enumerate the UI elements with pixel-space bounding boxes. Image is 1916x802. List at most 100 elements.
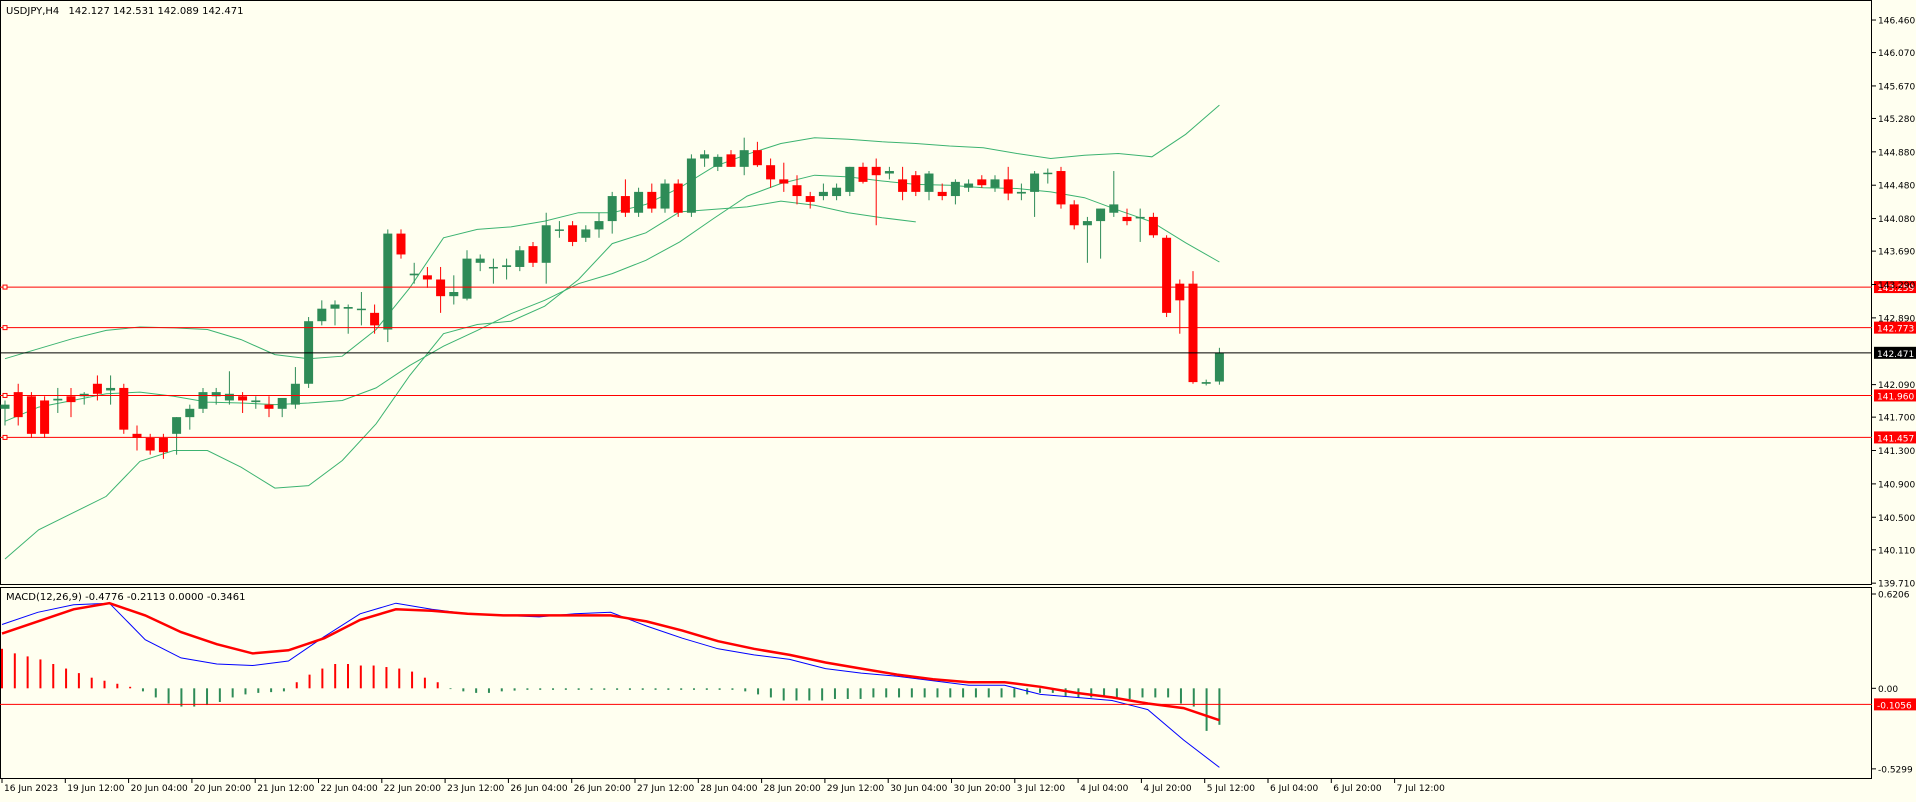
price-pane-border — [0, 0, 1872, 585]
candle-body — [884, 171, 894, 174]
candle — [106, 375, 116, 405]
macd-level-tag — [1874, 698, 1916, 711]
candle-body — [964, 183, 974, 188]
candle — [660, 179, 670, 213]
candle — [290, 367, 300, 409]
macd-y-tick-label: 0.00 — [1878, 685, 1898, 695]
x-tick-label: 5 Jul 12:00 — [1207, 784, 1256, 794]
candle — [462, 250, 472, 301]
candle — [673, 179, 683, 217]
price-level-tag — [1874, 389, 1916, 402]
candle-body — [343, 307, 353, 309]
candle — [383, 229, 393, 343]
candle-body — [700, 154, 710, 159]
candle — [594, 212, 604, 238]
candle-body — [1043, 172, 1053, 175]
candle — [502, 258, 512, 280]
candle-body — [53, 398, 63, 401]
y-tick-label: 145.280 — [1878, 115, 1915, 125]
symbol-timeframe: USDJPY,H4 — [6, 6, 59, 17]
candle — [422, 266, 432, 288]
candle-body — [739, 150, 749, 167]
level-handle[interactable] — [2, 325, 8, 331]
candle-body — [554, 229, 564, 231]
candle-body — [224, 393, 234, 401]
candle-body — [370, 312, 380, 326]
level-handle[interactable] — [2, 284, 8, 290]
candle — [26, 392, 36, 438]
y-tick-label: 139.710 — [1878, 580, 1915, 590]
candle — [409, 262, 419, 284]
candle — [884, 166, 894, 180]
candle-body — [1175, 283, 1185, 301]
candle — [396, 229, 406, 259]
candle — [620, 179, 630, 217]
candle — [1003, 166, 1013, 201]
candle-body — [475, 258, 485, 263]
candle-body — [726, 154, 736, 167]
candle-body — [1188, 283, 1198, 383]
x-tick-label: 6 Jul 20:00 — [1333, 784, 1382, 794]
candle — [40, 396, 50, 438]
candle — [937, 183, 947, 201]
candle-body — [911, 175, 921, 192]
price-level-tag — [1874, 281, 1916, 294]
candle-body — [488, 266, 498, 269]
candle — [370, 304, 380, 334]
candle — [541, 212, 551, 284]
candle — [634, 187, 644, 217]
x-tick-label: 23 Jun 12:00 — [447, 784, 504, 794]
candlestick-series — [0, 137, 1224, 459]
candle-body — [647, 191, 657, 209]
candle — [1096, 208, 1106, 259]
x-tick-label: 29 Jun 12:00 — [827, 784, 884, 794]
candle-body — [1109, 204, 1119, 213]
candle — [766, 158, 776, 188]
candle-body — [264, 404, 274, 409]
y-tick-label: 142.890 — [1878, 314, 1915, 324]
candle-body — [158, 438, 168, 453]
candle-body — [462, 258, 472, 299]
candle — [805, 191, 815, 209]
candle — [1082, 216, 1092, 263]
candle-body — [673, 183, 683, 213]
candle — [581, 225, 591, 242]
candle — [752, 141, 762, 167]
candle-body — [1135, 216, 1145, 219]
candle — [251, 396, 261, 409]
macd-indicator: -0.1056 0.6206 0.00 -0.5299 — [0, 590, 1916, 775]
x-tick-label: 20 Jun 04:00 — [131, 784, 188, 794]
candle-body — [40, 400, 50, 434]
current-price-label: 142.471 — [1877, 350, 1914, 360]
bollinger-lower-band — [4, 200, 916, 560]
y-tick-label: 146.460 — [1878, 17, 1915, 27]
candle — [713, 154, 723, 172]
time-axis: 16 Jun 2023 19 Jun 12:00 20 Jun 04:00 20 Ju… — [1, 779, 1445, 794]
candle — [845, 166, 855, 197]
candle — [977, 175, 987, 188]
macd-level-label: -0.1056 — [1877, 701, 1912, 711]
candle-body — [568, 225, 578, 242]
candle-body — [805, 196, 815, 202]
x-tick-label: 6 Jul 04:00 — [1270, 784, 1319, 794]
price-levels: 143.259 142.773 141.960 141.457 142.471 — [0, 281, 1916, 444]
candle-body — [409, 273, 419, 276]
candle-body — [1030, 173, 1040, 192]
candle — [792, 175, 802, 205]
level-handle[interactable] — [2, 434, 8, 440]
candle-body — [1016, 191, 1026, 194]
y-tick-label: 144.480 — [1878, 182, 1915, 192]
candle — [607, 191, 617, 234]
candle — [1043, 168, 1053, 184]
candle — [554, 221, 564, 238]
candle-body — [119, 387, 129, 430]
level-handle[interactable] — [2, 392, 8, 398]
x-tick-label: 27 Jun 12:00 — [637, 784, 694, 794]
candle — [1148, 212, 1158, 238]
candle-body — [977, 179, 987, 186]
candle-body — [449, 292, 459, 297]
x-tick-label: 26 Jun 20:00 — [574, 784, 631, 794]
macd-line — [1, 602, 1220, 768]
candle-body — [528, 246, 538, 263]
